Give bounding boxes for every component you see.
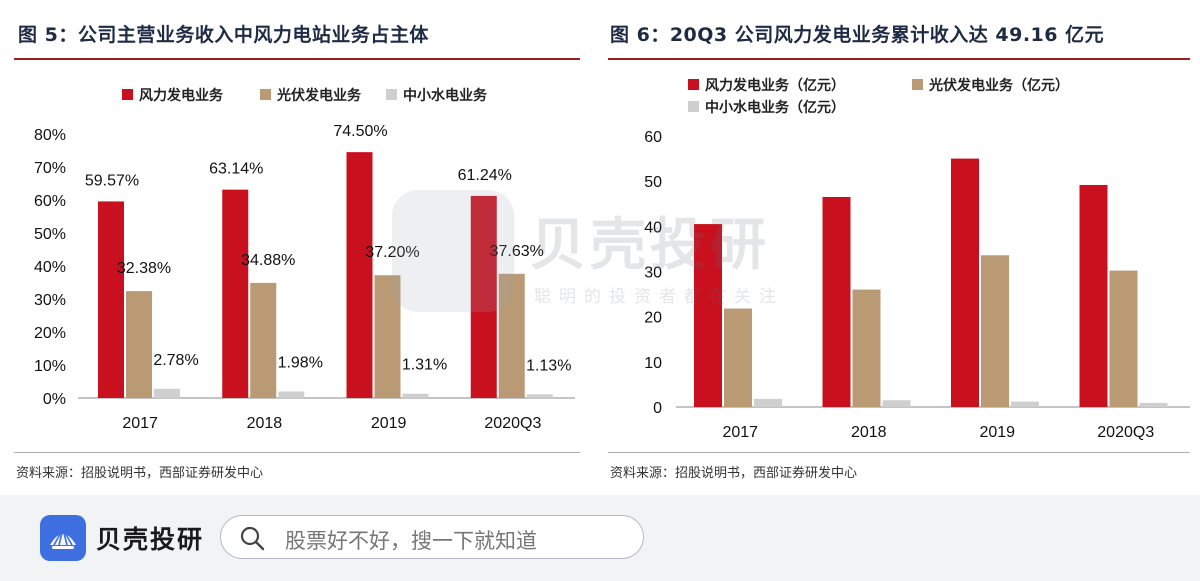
right-chart-title: 图 6：20Q3 公司风力发电业务累计收入达 49.16 亿元	[610, 24, 1105, 46]
y-tick-label: 80%	[34, 127, 66, 144]
left-source-rule	[14, 452, 580, 453]
legend-label: 中小水电业务	[403, 87, 488, 104]
legend-swatch	[122, 89, 133, 100]
bar-solar	[724, 308, 752, 407]
x-tick-label: 2017	[722, 424, 758, 441]
data-label: 74.50%	[333, 123, 387, 140]
legend-swatch	[688, 101, 699, 112]
data-label: 2.78%	[153, 352, 198, 369]
x-tick-label: 2019	[371, 415, 407, 432]
x-tick-label: 2020Q3	[1097, 424, 1154, 441]
x-tick-label: 2018	[247, 415, 283, 432]
legend-label: 光伏发电业务（亿元）	[928, 77, 1069, 94]
search-placeholder: 股票好不好，搜一下就知道	[285, 529, 537, 553]
bar-solar	[981, 255, 1009, 407]
y-tick-label: 40%	[34, 259, 66, 276]
y-tick-label: 20%	[34, 325, 66, 342]
bar-solar	[126, 291, 152, 398]
left-chart-source: 资料来源：招股说明书，西部证券研发中心	[16, 466, 264, 481]
data-label: 32.38%	[117, 260, 171, 277]
legend-label: 中小水电业务（亿元）	[705, 99, 845, 116]
bar-solar	[1109, 270, 1138, 407]
data-label: 1.13%	[526, 357, 571, 374]
bar-hydro	[1139, 402, 1168, 407]
y-tick-label: 70%	[34, 160, 66, 177]
bar-hydro	[1011, 401, 1039, 407]
legend-label: 风力发电业务	[139, 87, 224, 104]
bar-solar	[498, 273, 525, 398]
left-chart-title: 图 5：公司主营业务收入中风力电站业务占主体	[18, 24, 429, 46]
x-tick-label: 2020Q3	[484, 415, 541, 432]
right-chart-source: 资料来源：招股说明书，西部证券研发中心	[610, 466, 858, 481]
left-chart-panel: 图 5：公司主营业务收入中风力电站业务占主体 风力发电业务 光伏发电业务 中小水电业…	[0, 0, 600, 495]
data-label: 61.24%	[458, 167, 512, 184]
legend-swatch	[386, 89, 397, 100]
bar-solar	[250, 282, 277, 398]
bottom-bar: 贝壳投研 股票好不好，搜一下就知道	[0, 495, 1200, 581]
left-bar-chart: 风力发电业务 光伏发电业务 中小水电业务 0% 10% 20% 30% 40% 50% 60% 70…	[34, 87, 575, 432]
y-tick-label: 10%	[34, 358, 66, 375]
data-label: 34.88%	[241, 252, 295, 269]
legend-swatch	[260, 89, 271, 100]
bar-wind	[1079, 184, 1108, 407]
left-title-rule	[14, 58, 580, 60]
search-icon[interactable]	[239, 525, 265, 551]
y-tick-label: 10	[644, 355, 662, 372]
data-label: 1.98%	[278, 354, 323, 371]
legend-label: 光伏发电业务	[276, 87, 362, 104]
bar-wind	[470, 195, 497, 398]
search-input[interactable]: 股票好不好，搜一下就知道	[220, 515, 644, 559]
y-tick-label: 60	[644, 129, 662, 146]
bar-solar	[374, 275, 401, 398]
x-tick-label: 2017	[122, 415, 158, 432]
y-tick-label: 0	[653, 400, 662, 417]
bar-hydro	[882, 400, 911, 407]
y-tick-label: 50%	[34, 226, 66, 243]
data-label: 37.20%	[365, 244, 419, 261]
data-label: 59.57%	[85, 172, 139, 189]
y-tick-label: 30%	[34, 292, 66, 309]
data-label: 63.14%	[209, 161, 263, 178]
y-tick-label: 20	[644, 310, 662, 327]
bar-hydro	[754, 398, 782, 407]
data-label: 37.63%	[490, 243, 544, 260]
y-tick-label: 50	[644, 174, 662, 191]
legend-swatch	[912, 79, 923, 90]
bar-wind	[694, 224, 722, 407]
right-chart-panel: 图 6：20Q3 公司风力发电业务累计收入达 49.16 亿元 风力发电业务（亿…	[600, 0, 1200, 495]
brand-name[interactable]: 贝壳投研	[96, 525, 205, 554]
bar-hydro	[278, 391, 305, 398]
legend-label: 风力发电业务（亿元）	[705, 77, 845, 94]
bar-solar	[852, 289, 881, 407]
bar-wind	[222, 189, 249, 398]
bar-wind	[951, 158, 979, 407]
y-tick-label: 60%	[34, 193, 66, 210]
bar-wind	[346, 152, 373, 398]
right-title-rule	[608, 58, 1190, 60]
x-tick-label: 2018	[851, 424, 887, 441]
shell-logo-icon[interactable]	[40, 515, 86, 561]
bar-hydro	[526, 394, 553, 398]
right-bar-chart: 风力发电业务（亿元） 光伏发电业务（亿元） 中小水电业务（亿元） 0 10 20 30 40 5…	[644, 77, 1190, 441]
bar-wind	[822, 196, 851, 407]
legend-swatch	[688, 79, 699, 90]
y-tick-label: 40	[644, 219, 662, 236]
x-tick-label: 2019	[979, 424, 1015, 441]
y-tick-label: 30	[644, 265, 662, 282]
bar-hydro	[402, 393, 429, 398]
bar-hydro	[154, 388, 180, 398]
right-source-rule	[608, 452, 1190, 453]
y-tick-label: 0%	[43, 391, 66, 408]
bar-wind	[98, 201, 124, 398]
data-label: 1.31%	[402, 357, 447, 374]
